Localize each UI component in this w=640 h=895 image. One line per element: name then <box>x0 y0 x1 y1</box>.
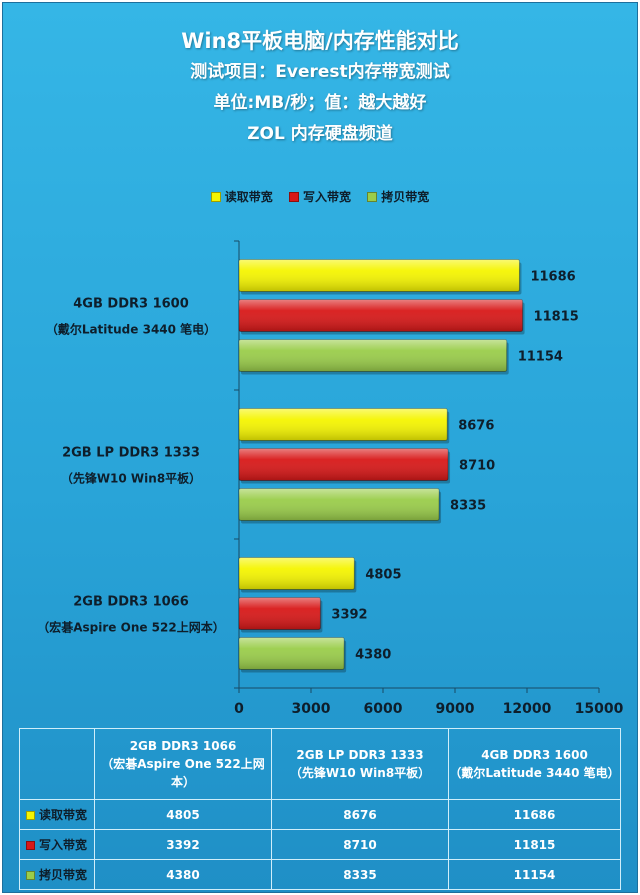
table-corner-cell <box>19 728 95 800</box>
data-label: 4805 <box>365 568 401 583</box>
bar-gloss <box>239 557 355 590</box>
bar-gloss <box>239 299 523 332</box>
category-sublabel: （宏碁Aspire One 522上网本） <box>37 620 224 635</box>
category-sublabel: （先锋W10 Win8平板） <box>61 471 201 486</box>
x-tick-label: 15000 <box>575 701 624 717</box>
table-row-label: 拷贝带宽 <box>19 859 95 890</box>
chart-subtitle-test: 测试项目：Everest内存带宽测试 <box>190 62 450 82</box>
x-tick-label: 9000 <box>436 701 475 717</box>
table-row-label: 写入带宽 <box>19 829 95 860</box>
table-row-label-text: 拷贝带宽 <box>39 868 88 882</box>
legend-swatch-read <box>26 811 35 820</box>
category-sublabel: （戴尔Latitude 3440 笔电） <box>46 322 216 337</box>
legend-swatch-write <box>288 191 299 202</box>
x-tick-label: 0 <box>234 701 244 717</box>
category-label: 2GB LP DDR3 1333 <box>62 446 200 461</box>
data-label: 8676 <box>458 419 494 434</box>
table-row-read: 读取带宽 4805 8676 11686 <box>19 799 621 830</box>
x-tick-label: 3000 <box>292 701 331 717</box>
table-cell: 8335 <box>271 859 449 890</box>
table-cell: 11815 <box>448 829 621 860</box>
table-cell: 11686 <box>448 799 621 830</box>
legend-label-read: 读取带宽 <box>224 190 273 204</box>
table-header-row: 2GB DDR3 1066 （宏碁Aspire One 522上网 本） 2GB… <box>19 728 621 800</box>
table-header-cell: 4GB DDR3 1600 （戴尔Latitude 3440 笔电） <box>448 728 621 800</box>
x-tick-label: 12000 <box>503 701 552 717</box>
data-label: 11154 <box>518 350 563 365</box>
table-row-write: 写入带宽 3392 8710 11815 <box>19 829 621 860</box>
x-tick-label: 6000 <box>364 701 403 717</box>
table-header-line: 2GB LP DDR3 1333 <box>296 748 424 762</box>
legend-swatch-write <box>26 841 35 850</box>
legend-swatch-read <box>210 191 221 202</box>
bar-gloss <box>239 448 449 481</box>
data-label: 8335 <box>450 499 486 514</box>
table-header-cell: 2GB LP DDR3 1333 （先锋W10 Win8平板） <box>271 728 449 800</box>
table-row-label: 读取带宽 <box>19 799 95 830</box>
bar-gloss <box>239 488 440 521</box>
table-row-label-text: 写入带宽 <box>39 838 88 852</box>
data-label: 8710 <box>459 459 495 474</box>
table-header-line: （宏碁Aspire One 522上网 <box>101 757 265 771</box>
table-header-line: 2GB DDR3 1066 <box>129 739 237 753</box>
table-row-label-text: 读取带宽 <box>39 808 88 822</box>
legend-item-read: 读取带宽 <box>210 188 273 205</box>
table-header-line: （先锋W10 Win8平板） <box>289 766 431 780</box>
legend-label-copy: 拷贝带宽 <box>381 190 430 204</box>
chart-legend: 读取带宽 写入带宽 拷贝带宽 <box>3 188 637 205</box>
legend-item-copy: 拷贝带宽 <box>367 188 429 205</box>
bar-gloss <box>239 259 520 292</box>
table-row-copy: 拷贝带宽 4380 8335 11154 <box>19 859 621 890</box>
table-cell: 8710 <box>271 829 449 860</box>
table-cell: 11154 <box>448 859 621 890</box>
table-header-line: 本） <box>170 775 195 789</box>
data-label: 3392 <box>331 608 367 623</box>
table-header-cell: 2GB DDR3 1066 （宏碁Aspire One 522上网 本） <box>94 728 272 800</box>
table-cell: 3392 <box>94 829 272 860</box>
chart-title: Win8平板电脑/内存性能对比 <box>181 29 459 53</box>
legend-label-write: 写入带宽 <box>302 190 351 204</box>
bar-gloss <box>239 339 507 372</box>
table-cell: 4805 <box>94 799 272 830</box>
chart-subtitle-unit: 单位:MB/秒；值：越大越好 <box>213 93 427 113</box>
table-header-line: （戴尔Latitude 3440 笔电） <box>449 766 620 780</box>
table-cell: 8676 <box>271 799 449 830</box>
bar-gloss <box>239 597 321 630</box>
chart-subtitle-source: ZOL 内存硬盘频道 <box>247 124 393 144</box>
category-label: 4GB DDR3 1600 <box>73 297 189 312</box>
bar-gloss <box>239 408 448 441</box>
legend-item-write: 写入带宽 <box>288 188 351 205</box>
chart-titles: Win8平板电脑/内存性能对比 测试项目：Everest内存带宽测试 单位:MB… <box>3 25 637 150</box>
data-label: 11815 <box>534 310 579 325</box>
legend-swatch-copy <box>26 871 35 880</box>
bar-gloss <box>239 637 345 670</box>
legend-swatch-copy <box>367 191 378 202</box>
category-label: 2GB DDR3 1066 <box>73 595 189 610</box>
data-label: 4380 <box>355 648 391 663</box>
table-cell: 4380 <box>94 859 272 890</box>
bar-chart: 0 3000 6000 9000 12000 15000 4GB DDR3 1600 （戴尔L… <box>37 240 624 717</box>
data-label: 11686 <box>530 270 575 285</box>
data-table: 2GB DDR3 1066 （宏碁Aspire One 522上网 本） 2GB… <box>19 728 621 890</box>
table-header-line: 4GB DDR3 1600 <box>481 748 588 762</box>
